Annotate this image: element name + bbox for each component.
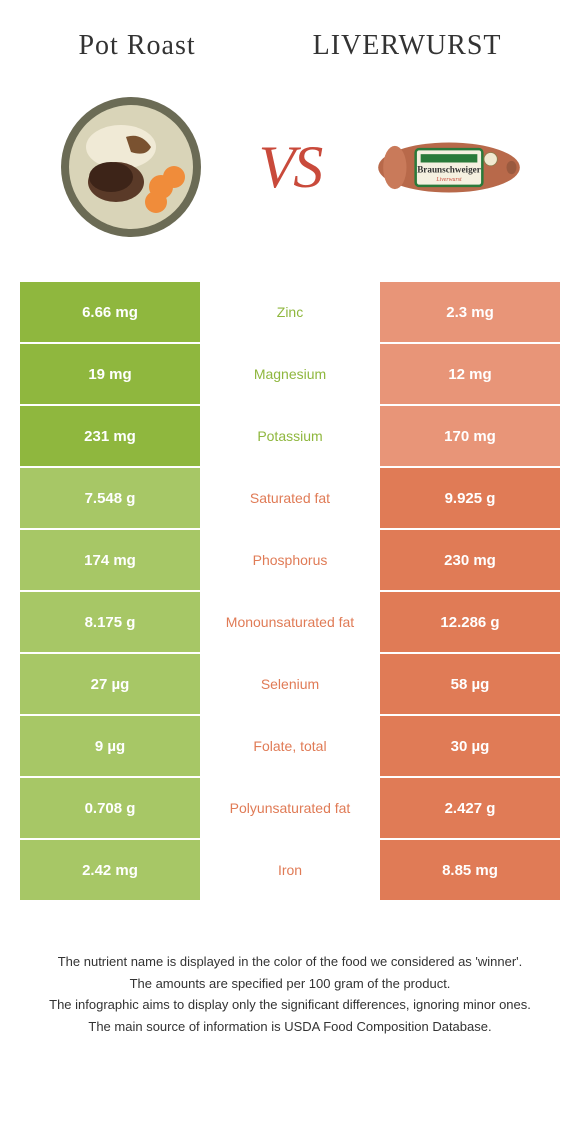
table-row: 0.708 gPolyunsaturated fat2.427 g — [20, 778, 560, 838]
left-value: 8.175 g — [20, 592, 200, 652]
nutrient-name: Potassium — [200, 406, 380, 466]
footnote-line: The infographic aims to display only the… — [30, 995, 550, 1015]
left-value: 231 mg — [20, 406, 200, 466]
right-value: 30 µg — [380, 716, 560, 776]
vs-icon: VS — [259, 133, 322, 202]
nutrient-name: Saturated fat — [200, 468, 380, 528]
comparison-table: 6.66 mgZinc2.3 mg19 mgMagnesium12 mg231 … — [20, 282, 560, 900]
nutrient-name: Zinc — [200, 282, 380, 342]
left-value: 2.42 mg — [20, 840, 200, 900]
right-value: 230 mg — [380, 530, 560, 590]
svg-text:Braunschweiger: Braunschweiger — [417, 164, 481, 174]
table-row: 8.175 gMonounsaturated fat12.286 g — [20, 592, 560, 652]
table-row: 174 mgPhosphorus230 mg — [20, 530, 560, 590]
table-row: 2.42 mgIron8.85 mg — [20, 840, 560, 900]
table-row: 7.548 gSaturated fat9.925 g — [20, 468, 560, 528]
liverwurst-image: Braunschweiger Liverwurst — [374, 92, 524, 242]
right-value: 9.925 g — [380, 468, 560, 528]
nutrient-name: Folate, total — [200, 716, 380, 776]
images-row: VS Braunschweiger Liverwurst — [0, 82, 580, 282]
footnote-line: The main source of information is USDA F… — [30, 1017, 550, 1037]
nutrient-name: Polyunsaturated fat — [200, 778, 380, 838]
left-value: 174 mg — [20, 530, 200, 590]
left-value: 6.66 mg — [20, 282, 200, 342]
left-food-title: Pot roast — [78, 30, 195, 62]
footnote-line: The nutrient name is displayed in the co… — [30, 952, 550, 972]
nutrient-name: Selenium — [200, 654, 380, 714]
table-row: 231 mgPotassium170 mg — [20, 406, 560, 466]
left-value: 9 µg — [20, 716, 200, 776]
right-value: 58 µg — [380, 654, 560, 714]
left-value: 7.548 g — [20, 468, 200, 528]
left-value: 0.708 g — [20, 778, 200, 838]
right-value: 2.427 g — [380, 778, 560, 838]
table-row: 6.66 mgZinc2.3 mg — [20, 282, 560, 342]
right-value: 8.85 mg — [380, 840, 560, 900]
right-value: 2.3 mg — [380, 282, 560, 342]
nutrient-name: Iron — [200, 840, 380, 900]
pot-roast-image — [56, 92, 206, 242]
nutrient-name: Phosphorus — [200, 530, 380, 590]
nutrient-name: Monounsaturated fat — [200, 592, 380, 652]
footnotes: The nutrient name is displayed in the co… — [0, 902, 580, 1058]
svg-text:Liverwurst: Liverwurst — [435, 176, 462, 182]
table-row: 9 µgFolate, total30 µg — [20, 716, 560, 776]
right-food-title: LIVERWURST — [313, 30, 502, 62]
table-row: 27 µgSelenium58 µg — [20, 654, 560, 714]
right-value: 170 mg — [380, 406, 560, 466]
left-value: 27 µg — [20, 654, 200, 714]
header: Pot roast LIVERWURST — [0, 0, 580, 82]
footnote-line: The amounts are specified per 100 gram o… — [30, 974, 550, 994]
right-value: 12.286 g — [380, 592, 560, 652]
right-value: 12 mg — [380, 344, 560, 404]
table-row: 19 mgMagnesium12 mg — [20, 344, 560, 404]
nutrient-name: Magnesium — [200, 344, 380, 404]
left-value: 19 mg — [20, 344, 200, 404]
